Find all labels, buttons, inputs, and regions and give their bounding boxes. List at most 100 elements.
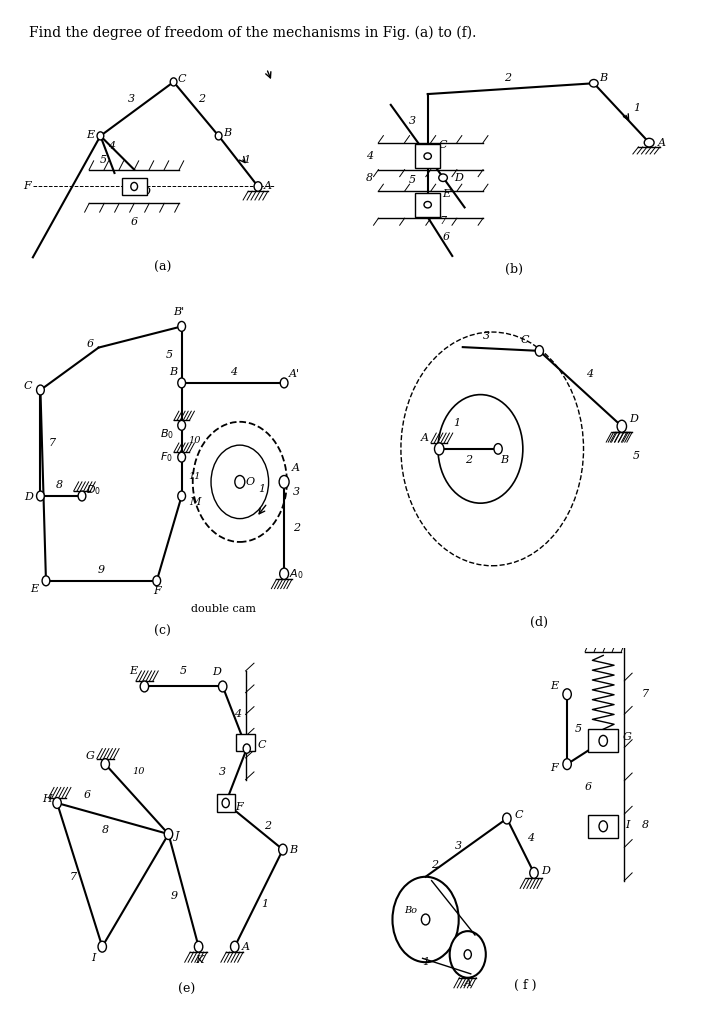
Circle shape [599,820,608,832]
Text: 1: 1 [454,417,460,428]
Text: 5: 5 [575,724,582,734]
Text: 8: 8 [642,819,649,830]
Text: G: G [623,732,631,742]
Text: 6: 6 [130,217,138,227]
Text: 9: 9 [98,565,105,576]
Text: 3: 3 [293,487,300,498]
Text: 3: 3 [483,331,490,341]
Text: $D_0$: $D_0$ [86,483,101,498]
Circle shape [434,443,444,455]
Circle shape [279,568,289,580]
Text: 1: 1 [258,484,266,493]
Circle shape [530,868,538,878]
Circle shape [164,829,173,840]
Text: H: H [42,794,52,804]
Circle shape [535,345,544,356]
Circle shape [464,950,472,959]
Text: $B_0$: $B_0$ [160,427,174,441]
Text: 8: 8 [56,480,63,490]
Circle shape [230,942,239,952]
Bar [588,814,618,838]
Text: 11: 11 [188,472,201,481]
Circle shape [279,844,287,855]
Circle shape [438,395,523,503]
Text: 6: 6 [585,782,592,793]
Text: 2: 2 [293,523,300,533]
Circle shape [178,420,186,431]
Text: 3: 3 [219,767,226,777]
Text: 7: 7 [439,216,446,226]
Circle shape [37,491,45,501]
Text: 5: 5 [633,451,640,462]
Text: 4: 4 [586,368,593,378]
Circle shape [97,132,104,140]
Circle shape [78,491,86,501]
Text: A: A [241,942,250,952]
Text: 8: 8 [366,173,373,183]
Text: 1: 1 [243,154,251,164]
Text: F: F [235,802,243,812]
Text: 6: 6 [86,339,94,350]
Text: F: F [23,182,31,191]
Text: double cam: double cam [191,604,256,614]
Text: A: A [657,138,665,148]
Text: B: B [289,845,298,854]
Circle shape [101,759,109,770]
Circle shape [644,139,654,147]
Circle shape [590,79,598,87]
Text: D: D [541,867,551,876]
Text: 4: 4 [366,151,373,161]
Text: A: A [464,979,472,988]
Text: B': B' [174,307,184,318]
Text: 3: 3 [455,841,462,851]
Circle shape [170,78,177,86]
Text: 4: 4 [234,708,241,719]
Text: 7: 7 [642,689,649,699]
Bar [588,729,618,752]
Circle shape [140,681,148,692]
Circle shape [503,813,511,824]
Circle shape [235,476,245,488]
Text: C: C [178,74,186,83]
Text: 1: 1 [261,898,269,909]
Text: K: K [196,955,204,965]
Text: 6: 6 [443,232,450,242]
Text: D: D [212,667,221,677]
Text: 10: 10 [188,436,201,445]
Text: $A_0$: $A_0$ [289,566,304,581]
Text: G: G [86,751,94,762]
Circle shape [178,491,186,501]
Circle shape [194,942,203,952]
Text: B: B [169,367,177,377]
Text: A: A [264,182,272,191]
Text: M: M [189,497,200,507]
Text: E: E [130,666,138,676]
Text: (c): (c) [154,625,171,638]
Text: 2: 2 [264,821,271,832]
Circle shape [563,759,571,770]
Circle shape [563,689,571,700]
Text: 10: 10 [132,768,145,776]
Text: 5: 5 [166,350,173,360]
Text: I: I [625,819,629,830]
Text: C: C [515,810,523,819]
Text: (e): (e) [178,983,195,996]
Text: Bo: Bo [404,906,417,915]
Circle shape [254,182,262,191]
Text: Find the degree of freedom of the mechanisms in Fig. (a) to (f).: Find the degree of freedom of the mechan… [29,26,476,40]
Text: F: F [550,763,558,773]
Circle shape [53,798,61,808]
Text: E: E [550,682,558,692]
Circle shape [279,476,289,488]
Circle shape [37,386,45,395]
Circle shape [438,174,447,182]
Text: B: B [599,73,607,83]
Text: 6: 6 [84,791,91,800]
Circle shape [280,378,288,388]
Text: 3: 3 [409,116,416,126]
Text: (a): (a) [153,261,171,273]
Text: D: D [141,187,150,197]
Bar [415,144,440,169]
Circle shape [131,182,138,190]
Text: F: F [153,586,161,596]
